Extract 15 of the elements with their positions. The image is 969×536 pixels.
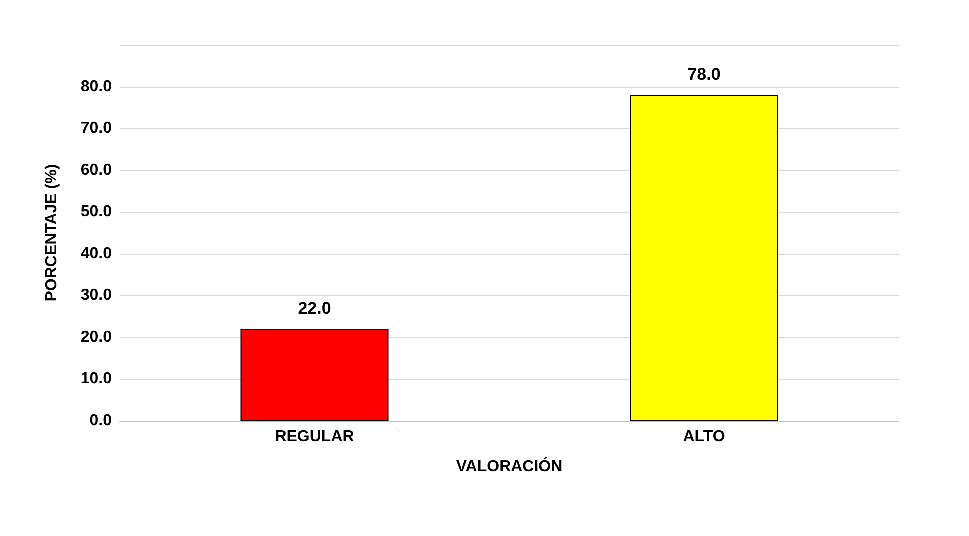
x-axis-title: VALORACIÓN — [456, 456, 563, 476]
y-tick-label: 70.0 — [80, 120, 112, 138]
y-tick-label: 60.0 — [80, 162, 112, 179]
x-tick-label: ALTO — [683, 428, 726, 446]
x-tick-label: REGULAR — [275, 428, 355, 446]
y-tick-label: 10.0 — [80, 370, 112, 388]
y-tick-label: 40.0 — [80, 245, 112, 262]
y-tick-label: 20.0 — [80, 328, 112, 346]
y-tick-label: 0.0 — [90, 412, 112, 430]
y-axis-title: PORCENTAJE (%) — [44, 164, 60, 302]
y-tick-label: 80.0 — [80, 78, 112, 96]
data-label: 22.0 — [298, 299, 332, 318]
y-tick-label: 50.0 — [80, 204, 112, 221]
data-label: 78.0 — [688, 65, 721, 84]
y-tick-label: 30.0 — [80, 287, 112, 304]
